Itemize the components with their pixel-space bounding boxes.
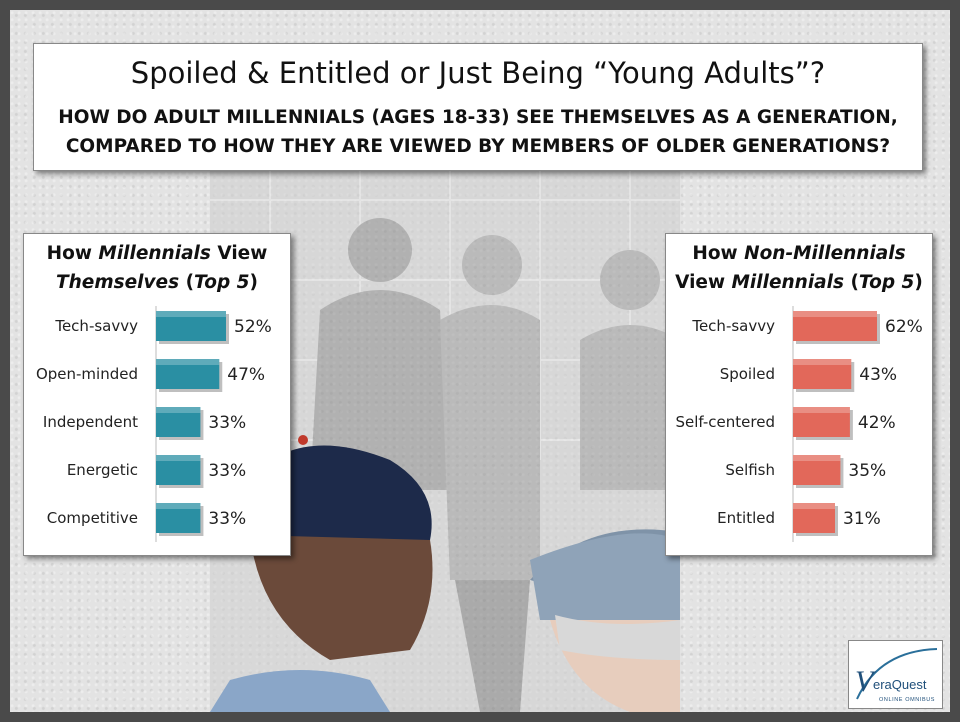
- right-category-label: Entitled: [717, 509, 775, 527]
- left-value-label: 52%: [234, 317, 272, 337]
- left-bar: [156, 503, 204, 536]
- right-value-label: 43%: [859, 365, 897, 385]
- logo-brand: eraQuest: [873, 677, 927, 692]
- left-value-label: 33%: [208, 461, 246, 481]
- right-value-label: 42%: [858, 413, 896, 433]
- left-bar: [156, 311, 229, 344]
- right-bar-chart: Tech-savvy 62% Spoiled 43% Self-centered 42% S…: [676, 306, 923, 542]
- right-title-part: View: [675, 272, 732, 293]
- right-bar: [793, 407, 853, 440]
- page-subtitle: HOW DO ADULT MILLENNIALS (AGES 18-33) SE…: [34, 103, 922, 161]
- left-title-emphasis: Top 5: [194, 272, 250, 293]
- millennials-self-view-panel: How Millennials View Themselves (Top 5) …: [23, 233, 291, 556]
- right-title-emphasis: Non-Millennials: [744, 243, 906, 264]
- subtitle-line-2: COMPARED TO HOW THEY ARE VIEWED BY MEMBE…: [65, 136, 891, 157]
- right-value-label: 35%: [848, 461, 886, 481]
- left-category-label: Competitive: [47, 509, 138, 527]
- right-bar: [793, 455, 844, 488]
- left-title-emphasis: Themselves: [55, 272, 180, 293]
- right-value-label: 62%: [885, 317, 923, 337]
- right-bar: [793, 311, 880, 344]
- right-category-label: Self-centered: [676, 413, 775, 431]
- left-title-part: (: [179, 272, 195, 293]
- left-bar: [156, 407, 204, 440]
- left-value-label: 33%: [208, 413, 246, 433]
- right-title-emphasis: Millennials: [731, 272, 845, 293]
- left-bar: [156, 455, 204, 488]
- veraquest-logo: V eraQuest ONLINE OMNIBUS: [848, 640, 943, 709]
- older-man: [530, 529, 680, 712]
- logo-tagline: ONLINE OMNIBUS: [879, 697, 935, 703]
- left-panel-title: How Millennials View Themselves (Top 5): [24, 239, 290, 297]
- left-title-part: View: [210, 243, 268, 264]
- right-panel-title: How Non-Millennials View Millennials (To…: [666, 239, 932, 297]
- young-woman-center: [440, 235, 540, 712]
- right-bar: [793, 503, 838, 536]
- subtitle-line-1: HOW DO ADULT MILLENNIALS (AGES 18-33) SE…: [58, 107, 898, 128]
- logo-initial: V: [855, 665, 877, 698]
- left-value-label: 47%: [227, 365, 265, 385]
- right-category-label: Spoiled: [720, 365, 775, 383]
- left-bar: [156, 359, 223, 392]
- young-woman-right: [580, 250, 680, 490]
- left-category-label: Energetic: [67, 461, 138, 479]
- non-millennials-view-panel: How Non-Millennials View Millennials (To…: [665, 233, 933, 556]
- right-category-label: Selfish: [725, 461, 775, 479]
- young-man: [310, 218, 450, 490]
- right-category-label: Tech-savvy: [691, 317, 775, 335]
- left-value-label: 33%: [208, 509, 246, 529]
- right-bar: [793, 359, 855, 392]
- right-title-part: How: [692, 243, 745, 264]
- left-title-part: ): [249, 272, 258, 293]
- left-category-label: Independent: [43, 413, 138, 431]
- left-bar-chart: Tech-savvy 52% Open-minded 47% Independent 33…: [36, 306, 272, 542]
- left-title-part: How: [46, 243, 99, 264]
- header-box: Spoiled & Entitled or Just Being “Young …: [33, 43, 923, 171]
- right-value-label: 31%: [843, 509, 881, 529]
- left-title-emphasis: Millennials: [98, 243, 211, 264]
- veraquest-logo-mark: V eraQuest ONLINE OMNIBUS: [855, 648, 938, 703]
- right-title-part: ): [914, 272, 923, 293]
- left-category-label: Tech-savvy: [54, 317, 138, 335]
- page-title: Spoiled & Entitled or Just Being “Young …: [130, 56, 826, 90]
- right-title-part: (: [844, 272, 859, 293]
- left-category-label: Open-minded: [36, 365, 138, 383]
- right-title-emphasis: Top 5: [858, 272, 915, 293]
